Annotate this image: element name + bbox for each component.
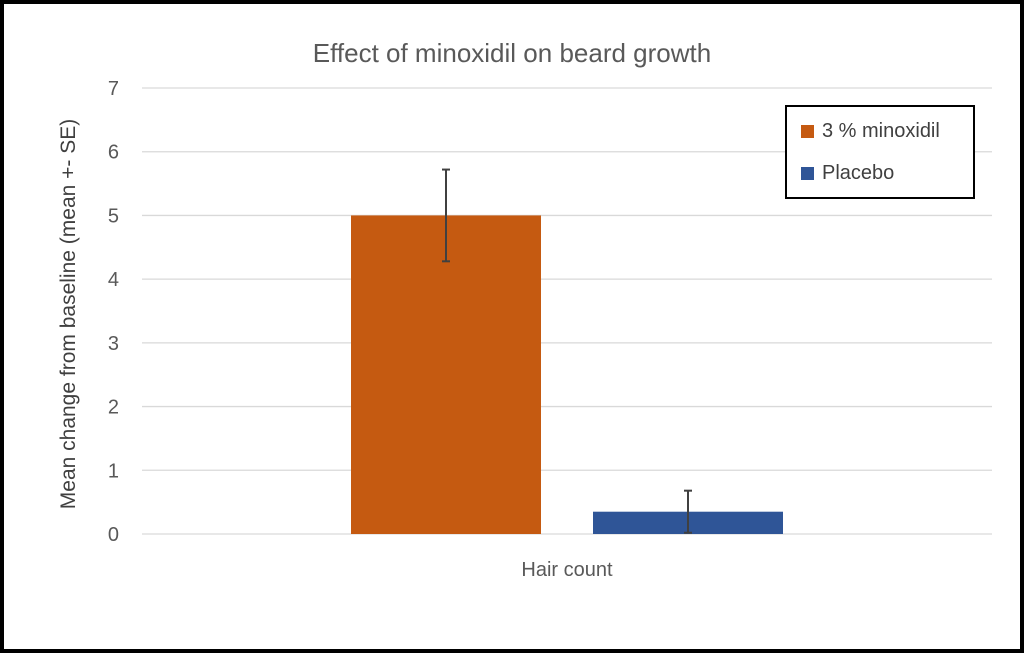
y-tick-2: 2	[108, 397, 119, 419]
legend-label-minoxidil: 3 % minoxidil	[822, 120, 940, 142]
y-tick-1: 1	[108, 460, 119, 482]
legend: 3 % minoxidil Placebo	[785, 105, 975, 199]
y-tick-6: 6	[108, 142, 119, 164]
chart-title: Effect of minoxidil on beard growth	[313, 38, 711, 68]
x-tick-label: Hair count	[521, 559, 613, 581]
x-tick-labels: Hair count	[521, 559, 613, 581]
chart-svg: Effect of minoxidil on beard growth 0 1 2 3…	[57, 38, 992, 581]
legend-swatch-minoxidil	[801, 125, 814, 138]
legend-swatch-placebo	[801, 167, 814, 180]
y-axis-label: Mean change from baseline (mean +- SE)	[57, 119, 80, 509]
legend-label-placebo: Placebo	[822, 162, 895, 184]
y-tick-7: 7	[108, 78, 119, 100]
bar-minoxidil	[351, 215, 541, 534]
y-tick-0: 0	[108, 524, 119, 546]
error-bars	[442, 168, 692, 534]
grid-lines	[142, 87, 992, 535]
y-tick-labels: 0 1 2 3 4 5 6 7	[108, 78, 119, 546]
y-tick-4: 4	[108, 269, 119, 291]
y-tick-5: 5	[108, 205, 119, 227]
y-tick-3: 3	[108, 333, 119, 355]
legend-item-minoxidil: 3 % minoxidil	[801, 120, 940, 143]
bars	[351, 215, 783, 534]
legend-item-placebo: Placebo	[801, 162, 894, 185]
